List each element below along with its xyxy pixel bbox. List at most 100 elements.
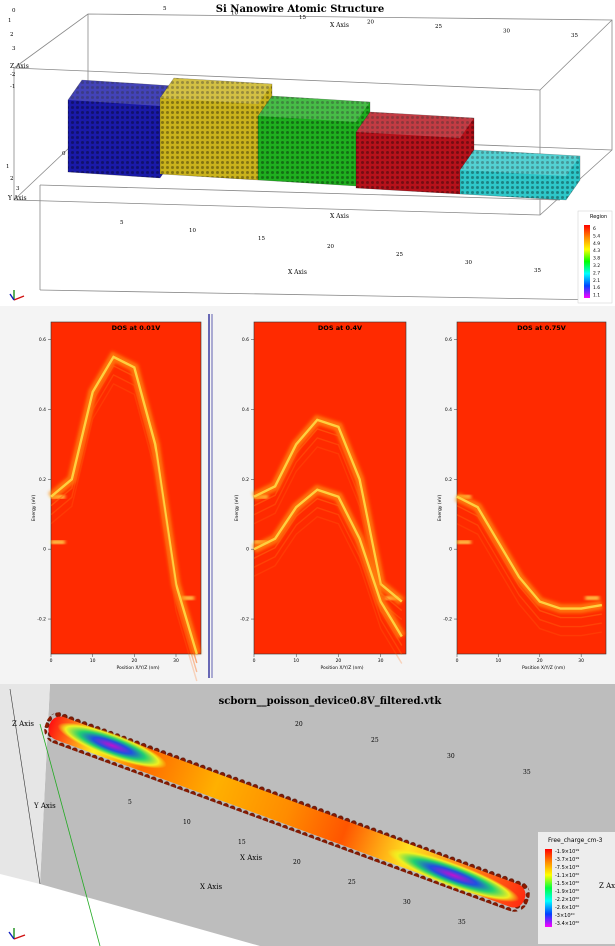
free-charge-legend-label: -3×10²⁰ <box>555 913 575 919</box>
y-tick-label: -0.2 <box>240 617 249 623</box>
z-tick-label: 0 <box>12 8 16 14</box>
z-tick-label: 2 <box>10 176 14 182</box>
nanowire-charge-density <box>44 712 530 912</box>
axis-label-x-bottom: X Axis <box>288 269 307 276</box>
dos-band <box>253 488 403 638</box>
x-tick-label: 20 <box>336 658 342 664</box>
dos-streak <box>457 540 471 544</box>
x-tick-label: 5 <box>163 6 167 12</box>
z-tick-label: -1 <box>10 84 15 90</box>
dos-subband <box>50 382 198 682</box>
z-tick-label: 3 <box>16 186 20 192</box>
x-tick-label: 30 <box>503 29 510 35</box>
x-axis-label: Position X/Y/Z (nm) <box>116 665 159 671</box>
free-charge-plot: scborn__poisson_device0.8V_filtered.vtk … <box>0 684 615 946</box>
free-charge-legend-label: -3.7×10¹⁹ <box>555 857 579 863</box>
z-tick-label: 1 <box>8 18 12 24</box>
axis-label-z: Z Axis <box>10 63 29 70</box>
x-tick-label: 30 <box>403 899 411 906</box>
x-axis-label: Position X/Y/Z (nm) <box>320 665 363 671</box>
x-tick-label: 30 <box>578 658 584 664</box>
axis-label-z-right: Z Ax <box>599 882 615 890</box>
dos-subband <box>253 497 403 646</box>
y-tick-label: 0.4 <box>39 407 46 413</box>
x-ticks-bottom: 5 10 15 20 25 30 35 <box>120 220 541 274</box>
x-tick-label: 25 <box>396 252 403 258</box>
nanowire-structure-plot: Si Nanowire Atomic Structure X Axis X Ax… <box>6 4 613 304</box>
axis-label-y: Y Axis <box>33 802 56 810</box>
nanowire-segment-5 <box>459 149 581 201</box>
dos-chart-title: DOS at 0.75V <box>517 324 566 332</box>
structure-title: Si Nanowire Atomic Structure <box>216 4 384 15</box>
axis-label-x-mid: X Axis <box>240 854 262 862</box>
dos-chart-title: DOS at 0.4V <box>318 324 362 332</box>
region-legend-label: 3.8 <box>593 256 600 262</box>
nanowire-segment-4 <box>355 111 475 195</box>
x-tick-label: 20 <box>367 20 374 26</box>
y-tick-label: 0.2 <box>39 477 46 483</box>
x-tick-label: 0 <box>456 658 459 664</box>
x-tick-label: 35 <box>458 919 466 926</box>
y-tick-label: -0.2 <box>443 617 452 623</box>
x-tick-label: 5 <box>120 220 124 226</box>
free-charge-colorbar <box>545 849 552 927</box>
dos-streak <box>51 540 65 544</box>
x-tick-label: 35 <box>523 769 531 776</box>
axis-label-x-mid: X Axis <box>330 213 349 220</box>
z-tick-label: 0 <box>62 151 66 157</box>
free-charge-legend: Free_charge_cm-3 -1.9×10¹⁹ -3.7×10¹⁹ -7.5×… <box>538 832 615 944</box>
dos-subband <box>456 523 603 637</box>
dos-chart-title: DOS at 0.01V <box>112 324 161 332</box>
dos-subband <box>253 515 403 664</box>
x-tick-label: 25 <box>435 24 442 30</box>
region-legend-label: 3.2 <box>593 263 600 269</box>
x-tick-label: 30 <box>378 658 384 664</box>
x-ticks-top: 5 10 15 20 25 30 35 <box>163 6 578 39</box>
y-tick-label: 0.2 <box>242 477 249 483</box>
y-tick-label: 0 <box>449 547 452 553</box>
z-tick-label: 3 <box>12 46 16 52</box>
y-tick-label: 0.6 <box>39 337 46 343</box>
x-tick-label: 15 <box>258 236 265 242</box>
y-axis-label: Energy (eV) <box>31 494 37 521</box>
y-tick-label: -0.2 <box>37 617 46 623</box>
dos-streak <box>180 596 195 600</box>
free-charge-legend-label: -7.5×10¹⁹ <box>555 865 579 871</box>
z-tick-label: -2 <box>10 72 15 78</box>
x-axis-label: Position X/Y/Z (nm) <box>522 665 565 671</box>
region-legend-label: 2.7 <box>593 270 600 276</box>
x-tick-label: 20 <box>295 721 303 728</box>
dos-subband <box>456 514 603 628</box>
x-tick-label: 25 <box>348 879 356 886</box>
x-tick-label: 30 <box>465 260 472 266</box>
y-tick-label: 0 <box>43 547 46 553</box>
x-tick-label: 0 <box>253 658 256 664</box>
x-tick-label: 10 <box>293 658 299 664</box>
vtk-title: scborn__poisson_device0.8V_filtered.vtk <box>219 696 443 707</box>
z-tick-label: 2 <box>10 32 14 38</box>
dos-streak <box>51 495 65 499</box>
dos-chart-3: DOS at 0.75V -0.2 0 0.2 0.4 0.6 0 10 20 30 Positio… <box>437 321 607 671</box>
free-charge-legend-label: -1.1×10²⁰ <box>555 873 579 879</box>
region-legend-label: 4.9 <box>593 241 600 247</box>
x-tick-label: 20 <box>131 658 137 664</box>
y-axis-label: Energy (eV) <box>437 494 443 521</box>
y-tick-label: 0.4 <box>445 407 452 413</box>
dos-subband <box>253 506 403 655</box>
free-charge-legend-label: -1.5×10²⁰ <box>555 881 579 887</box>
dos-band <box>253 418 403 603</box>
nanowire-segment-2 <box>159 77 273 181</box>
region-legend-label: 4.3 <box>593 248 600 254</box>
free-charge-legend-title: Free_charge_cm-3 <box>548 837 603 844</box>
x-tick-label: 5 <box>128 799 132 806</box>
y-tick-label: 0 <box>246 547 249 553</box>
free-charge-legend-label: -2.6×10²⁰ <box>555 905 579 911</box>
dos-subband <box>50 373 198 673</box>
dos-chart-1: DOS at 0.01V -0.2 0 0.2 0.4 0.6 0 10 20 30 Positio… <box>31 321 202 682</box>
free-charge-legend-label: -3.4×10²⁰ <box>555 921 579 927</box>
x-tick-label: 15 <box>299 15 306 21</box>
z-tick-label: 1 <box>6 164 10 170</box>
y-tick-label: 0.6 <box>445 337 452 343</box>
x-tick-label: 35 <box>534 268 541 274</box>
region-legend-label: 1.6 <box>593 285 600 291</box>
